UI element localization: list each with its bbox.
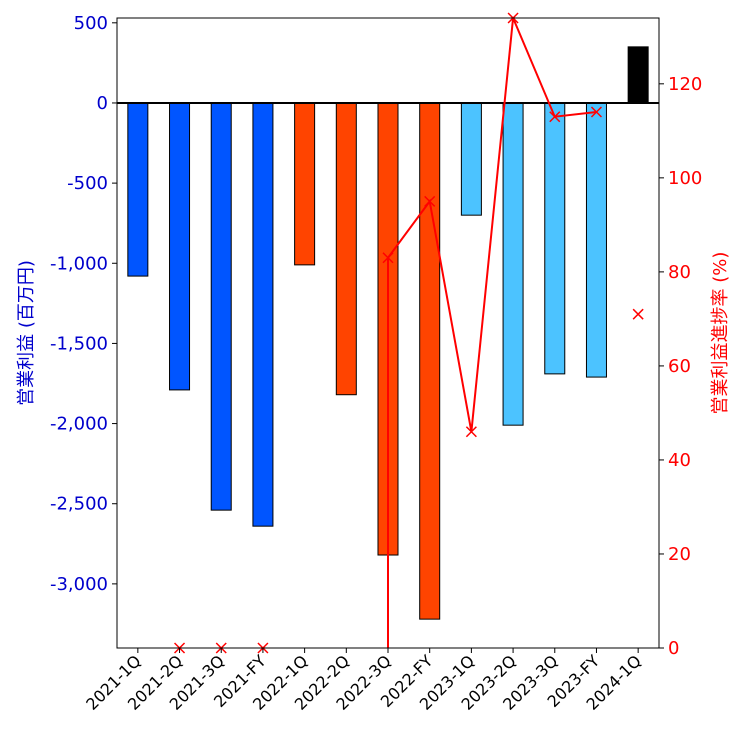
bar-2021-3Q [210,102,232,511]
bar-2023-2Q [502,102,524,426]
right-tick-label: 0 [668,638,679,659]
left-tick-label: -500 [67,173,108,194]
left-tick-label: 500 [74,13,108,34]
right-axis-label: 営業利益進捗率 (%) [710,252,731,415]
progress-marker-2024-1Q [632,308,644,320]
bar-2023-1Q [460,102,482,216]
progress-marker-2023-3Q [549,111,561,123]
left-axis-label: 営業利益 (百万円) [16,260,37,406]
x-axis-ticks: 2021-1Q2021-2Q2021-3Q2021-FY2022-1Q2022-… [82,648,645,714]
bar-2022-FY [419,102,441,620]
right-tick-label: 120 [668,74,702,95]
bar-2023-3Q [544,102,566,375]
left-tick-label: 0 [97,93,108,114]
left-tick-label: -2,500 [50,494,108,515]
right-tick-label: 60 [668,356,691,377]
progress-marker-2023-1Q [465,426,477,438]
progress-marker-2022-3Q [382,252,394,264]
bar-2021-1Q [127,102,149,277]
left-tick-label: -2,000 [50,414,108,435]
bars-group [127,46,649,620]
right-tick-label: 80 [668,262,691,283]
bar-2022-1Q [294,102,316,266]
left-tick-label: -1,500 [50,333,108,354]
bar-2022-2Q [335,102,357,396]
bar-2023-FY [585,102,607,378]
right-tick-label: 20 [668,544,691,565]
left-tick-label: -1,000 [50,253,108,274]
bar-2021-2Q [169,102,191,391]
progress-line-segment-0 [387,17,597,432]
progress-marker-2023-FY [590,106,602,118]
right-tick-label: 40 [668,450,691,471]
right-axis-ticks: 120 100 80 60 40 20 0 [659,74,702,659]
bar-2024-1Q [627,46,649,104]
bar-2021-FY [252,102,274,527]
progress-marker-2022-FY [424,195,436,207]
right-tick-label: 100 [668,168,702,189]
left-tick-label: -3,000 [50,574,108,595]
left-axis-ticks: 500 0 -500 -1,000 -1,500 -2,000 -2,500 -3,000 [50,13,117,595]
